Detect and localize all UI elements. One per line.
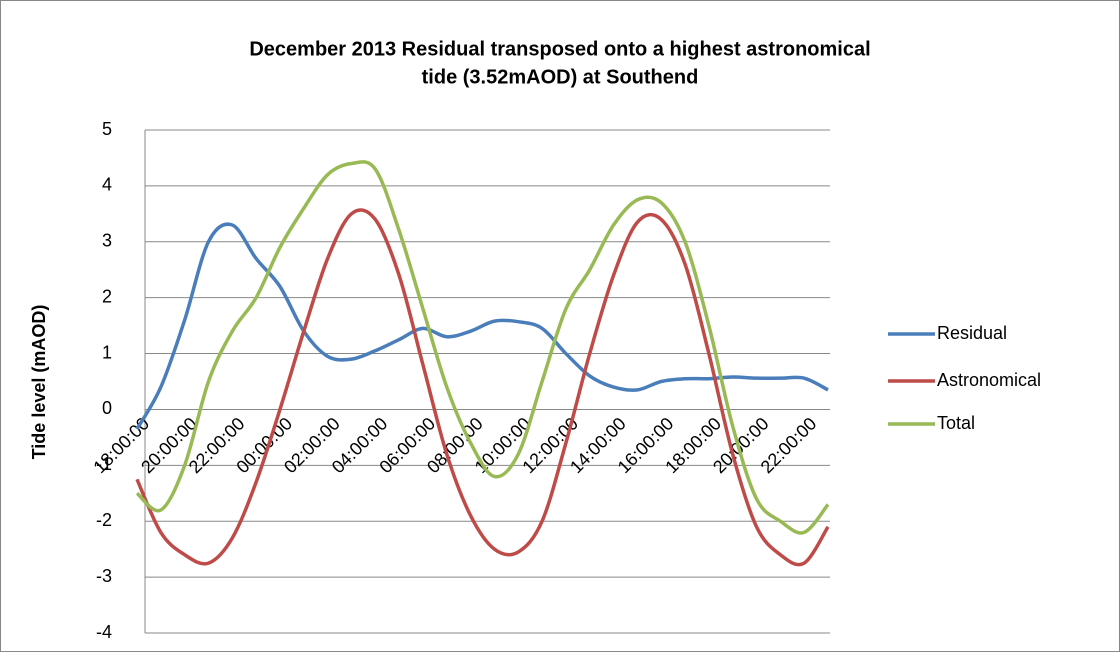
series-line (135, 160, 830, 535)
series-line (135, 208, 830, 567)
y-tick-label: -4 (96, 622, 112, 642)
y-tick-label: 2 (102, 286, 112, 306)
y-tick-label: 1 (102, 342, 112, 362)
y-tick-label: -1 (96, 454, 112, 474)
y-tick-label: 3 (102, 231, 112, 251)
chart-title: tide (3.52mAOD) at Southend (422, 66, 699, 88)
y-tick-label: -2 (96, 510, 112, 530)
series-line (135, 222, 829, 430)
legend-label: Residual (937, 323, 1007, 343)
legend-label: Total (937, 413, 975, 433)
legend-label: Astronomical (937, 370, 1041, 390)
chart-title: December 2013 Residual transposed onto a… (249, 38, 870, 60)
y-tick-label: 0 (102, 398, 112, 418)
y-tick-label: -3 (96, 566, 112, 586)
y-axis-title: Tide level (mAOD) (29, 305, 49, 460)
y-tick-label: 4 (102, 175, 112, 195)
y-tick-label: 5 (102, 119, 112, 139)
